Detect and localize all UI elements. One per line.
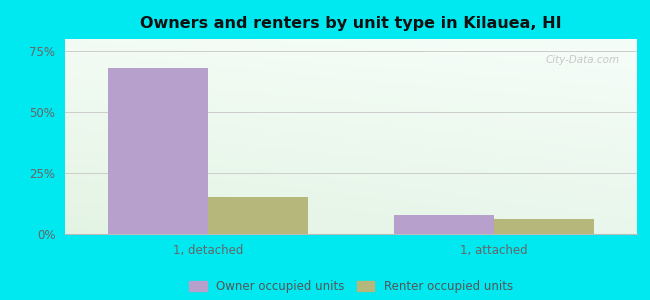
Bar (108, 68, 208, 234)
Text: City-Data.com: City-Data.com (546, 55, 620, 64)
Legend: Owner occupied units, Renter occupied units: Owner occupied units, Renter occupied un… (185, 275, 517, 297)
Title: Owners and renters by unit type in Kilauea, HI: Owners and renters by unit type in Kilau… (140, 16, 562, 31)
Bar (208, 197, 308, 234)
Bar (494, 219, 594, 234)
Bar (394, 214, 494, 234)
